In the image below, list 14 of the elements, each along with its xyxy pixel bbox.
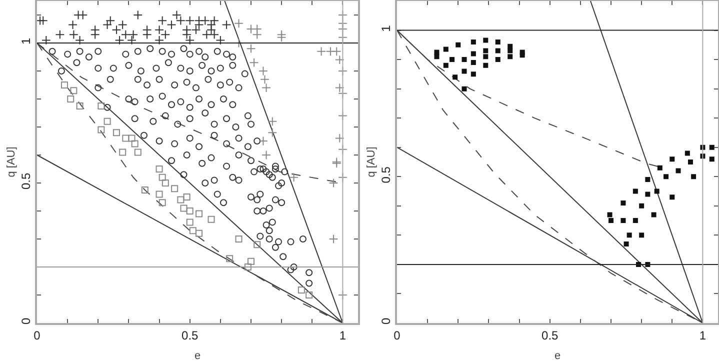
x-tick-label: 0.5 — [182, 328, 199, 342]
y-tick-label: 1 — [379, 24, 394, 32]
y-axis-title: q [AU] — [5, 146, 18, 178]
x-axis-title: e — [554, 350, 561, 362]
y-tick-label: 0.5 — [19, 172, 34, 190]
x-axis-title: e — [194, 350, 201, 362]
x-tick-label: 0.5 — [542, 328, 559, 342]
x-tick-label: 1 — [339, 328, 346, 342]
y-tick-label: 0 — [19, 318, 34, 325]
x-tick-label: 1 — [699, 328, 706, 342]
y-tick-label: 0.5 — [379, 166, 394, 184]
y-tick-label: 0 — [379, 318, 394, 325]
y-axis-title: q [AU] — [365, 146, 378, 178]
y-tick-label: 1 — [19, 38, 34, 45]
